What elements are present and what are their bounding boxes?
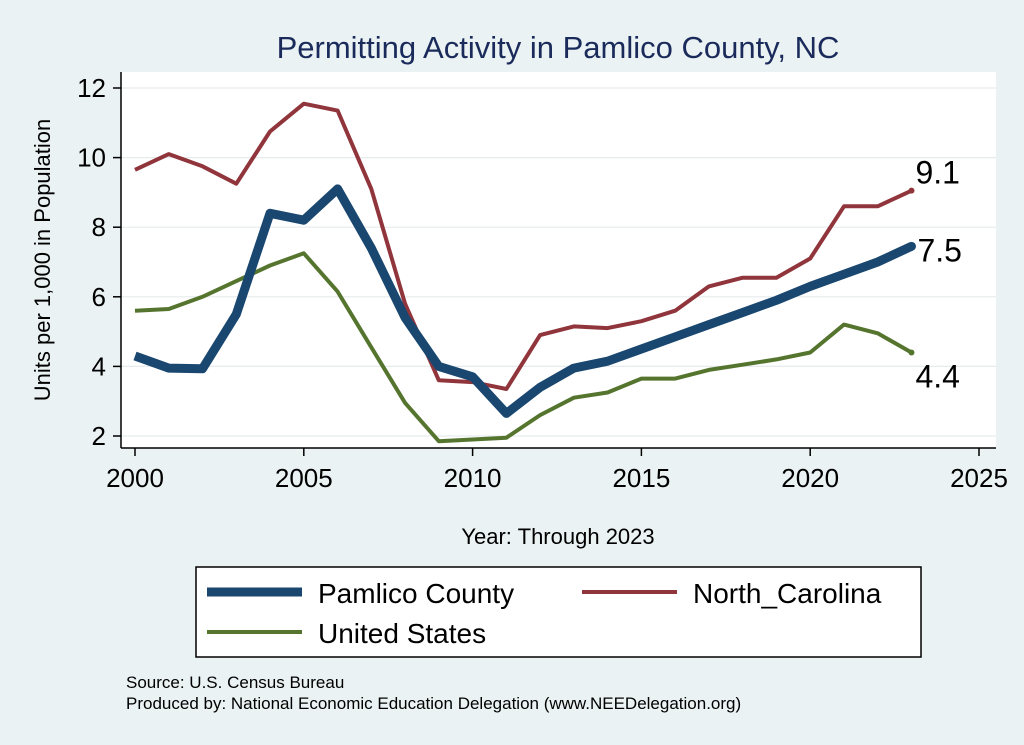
- x-tick-label: 2015: [612, 463, 670, 493]
- x-tick-label: 2005: [275, 463, 333, 493]
- chart-title: Permitting Activity in Pamlico County, N…: [277, 30, 840, 65]
- y-tick-label: 10: [77, 143, 106, 173]
- x-tick-label: 2000: [106, 463, 164, 493]
- series-line-pamlico: [133, 184, 914, 418]
- legend-label-united-states: United States: [318, 618, 486, 649]
- axis-ticks: 2 4 6 8 10 12 2000 2005 2010 2015 2020 2025: [77, 73, 1008, 493]
- series-end-marker-north-carolina: [908, 187, 915, 194]
- producer-note: Produced by: National Economic Education…: [126, 694, 741, 713]
- y-axis-label: Units per 1,000 in Population: [30, 119, 55, 402]
- y-tick-label: 4: [92, 351, 106, 381]
- x-tick-label: 2010: [444, 463, 502, 493]
- legend-label-north-carolina: North_Carolina: [693, 578, 882, 609]
- end-labels: 7.5 9.1 4.4: [915, 155, 961, 395]
- series-lines: [133, 101, 916, 444]
- legend-box: [195, 566, 922, 658]
- x-axis-label: Year: Through 2023: [461, 524, 654, 549]
- x-tick-label: 2025: [950, 463, 1008, 493]
- y-tick-label: 6: [92, 282, 106, 312]
- end-label-united-states: 4.4: [915, 358, 959, 394]
- end-label-north-carolina: 9.1: [915, 155, 959, 191]
- y-tick-label: 2: [92, 421, 106, 451]
- legend-label-pamlico: Pamlico County: [318, 578, 514, 609]
- series-line-north-carolina: [134, 101, 913, 391]
- legend: Pamlico County North_Carolina United Sta…: [195, 566, 922, 658]
- series-end-marker-united-states: [908, 349, 915, 356]
- y-tick-label: 12: [77, 73, 106, 103]
- series-end-marker-pamlico: [906, 241, 916, 251]
- end-label-pamlico: 7.5: [917, 232, 961, 268]
- series-line-united-states: [134, 251, 913, 444]
- y-tick-label: 8: [92, 212, 106, 242]
- x-tick-label: 2020: [781, 463, 839, 493]
- source-note: Source: U.S. Census Bureau: [126, 673, 344, 692]
